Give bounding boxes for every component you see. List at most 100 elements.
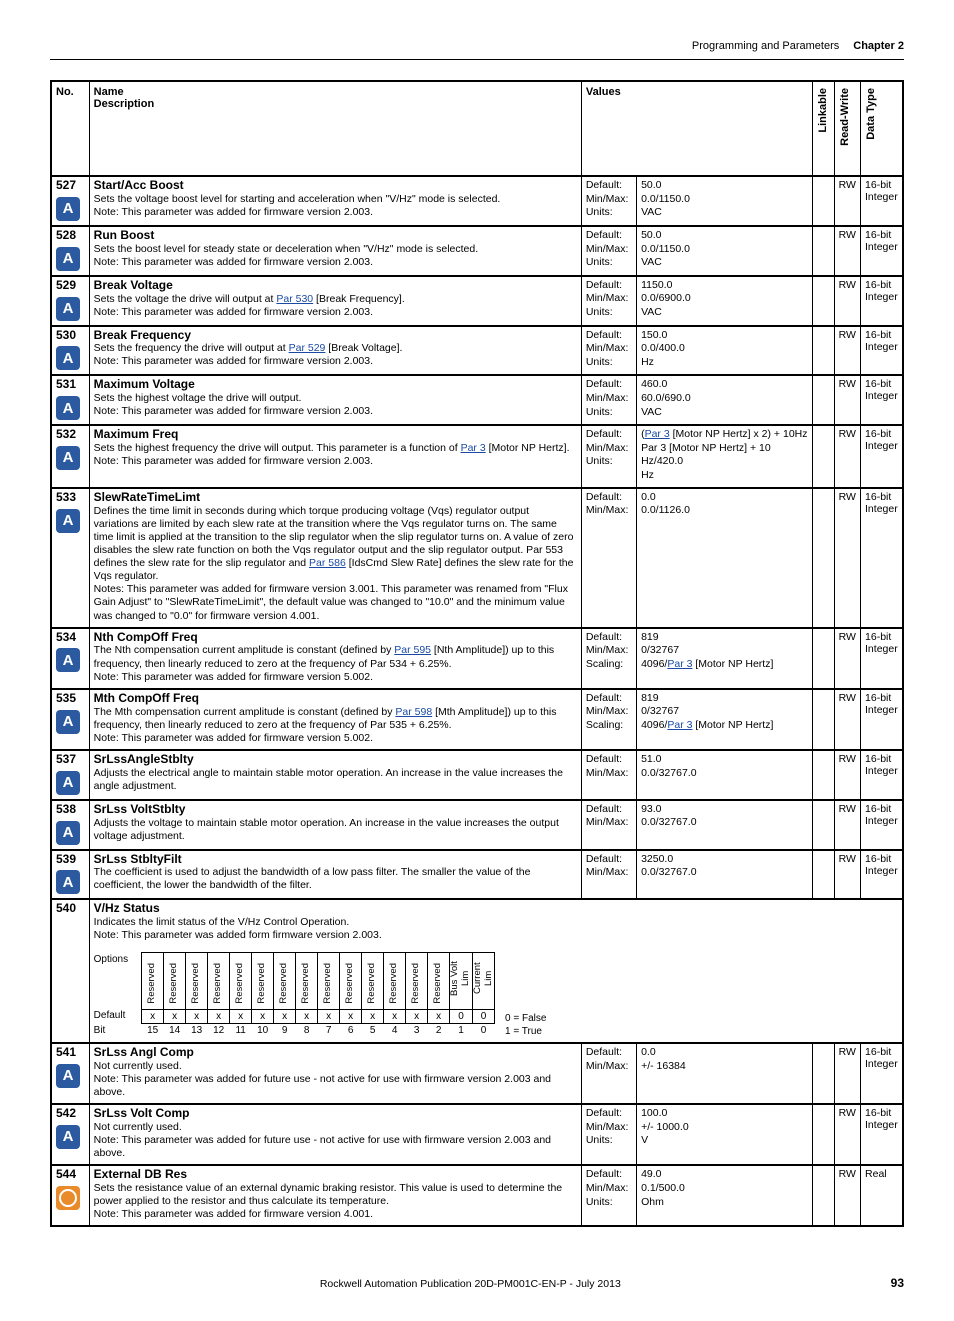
value-keys: Default:Min/Max: [581, 850, 636, 900]
linkable-cell [812, 750, 834, 800]
param-description: Indicates the limit status of the V/Hz C… [94, 916, 898, 942]
value-keys: Default:Min/Max:Units: [581, 326, 636, 376]
link-par598[interactable]: Par 598 [395, 706, 432, 718]
readwrite-cell: RW [834, 1165, 860, 1226]
param-number: 539A [51, 850, 89, 900]
param-description: Sets the highest frequency the drive wil… [94, 442, 577, 468]
advanced-icon: A [56, 197, 80, 221]
col-values: Values [581, 81, 812, 177]
footer-publication: Rockwell Automation Publication 20D-PM00… [320, 1278, 621, 1290]
bit-options-label: Options [94, 953, 142, 1010]
value-keys: Default:Min/Max: [581, 750, 636, 800]
param-desc-cell: SrLss VoltStblty Adjusts the voltage to … [89, 800, 581, 850]
advanced-icon: A [56, 396, 80, 420]
linkable-cell [812, 326, 834, 376]
advanced-icon: A [56, 247, 80, 271]
table-row: 535A Mth CompOff Freq The Mth compensatio… [51, 689, 903, 750]
advanced-icon: A [56, 648, 80, 672]
param-number: 538A [51, 800, 89, 850]
value-keys: Default:Min/Max: [581, 488, 636, 628]
linkable-cell [812, 1165, 834, 1226]
link-par3-a[interactable]: Par 3 [461, 442, 486, 454]
param-number: 528A [51, 226, 89, 276]
param-description: The Mth compensation current amplitude i… [94, 706, 577, 745]
datatype-cell: 16-bitInteger [861, 800, 903, 850]
param-description: Sets the highest voltage the drive will … [94, 392, 577, 418]
value-keys: Default:Min/Max: [581, 1043, 636, 1104]
table-row: 529ABreak Voltage Sets the voltage the d… [51, 276, 903, 326]
advanced-icon: A [56, 346, 80, 370]
linkable-cell [812, 1043, 834, 1104]
linkable-cell [812, 850, 834, 900]
link-par529[interactable]: Par 529 [289, 342, 326, 354]
link-par586[interactable]: Par 586 [309, 557, 346, 569]
readwrite-cell: RW [834, 750, 860, 800]
param-description: Sets the resistance value of an external… [94, 1182, 577, 1221]
table-row: 528ARun Boost Sets the boost level for s… [51, 226, 903, 276]
param-name: SrLss Angl Comp [94, 1046, 577, 1060]
bit-default-label: Default [94, 1009, 142, 1024]
page-header: Programming and Parameters Chapter 2 [50, 40, 904, 60]
parameter-table: No. Name Description Values Linkable Rea… [50, 80, 904, 1228]
table-row: 539ASrLss StbltyFilt The coefficient is … [51, 850, 903, 900]
param-name: SrLssAngleStblty [94, 753, 577, 767]
datatype-cell: 16-bitInteger [861, 226, 903, 276]
param-desc-cell: Run Boost Sets the boost level for stead… [89, 226, 581, 276]
table-row: 537ASrLssAngleStblty Adjusts the electri… [51, 750, 903, 800]
param-name: Start/Acc Boost [94, 179, 577, 193]
readwrite-cell: RW [834, 488, 860, 628]
param-desc-cell: SrLss StbltyFilt The coefficient is used… [89, 850, 581, 900]
linkable-cell [812, 226, 834, 276]
header-chapter: Chapter 2 [853, 40, 904, 53]
value-keys: Default:Min/Max:Units: [581, 276, 636, 326]
bit-table-wrap: OptionsReservedReservedReservedReservedR… [94, 952, 898, 1038]
link-par3-d[interactable]: Par 3 [667, 719, 692, 731]
link-par3-b[interactable]: Par 3 [645, 428, 670, 440]
linkable-cell [812, 1104, 834, 1165]
readwrite-cell: RW [834, 1104, 860, 1165]
param-name: Maximum Voltage [94, 378, 577, 392]
value-values: 8190/327674096/Par 3 [Motor NP Hertz] [637, 689, 813, 750]
param-number: 540 [51, 899, 89, 1043]
bit-bit-label: Bit [94, 1024, 142, 1038]
table-row: 538ASrLss VoltStblty Adjusts the voltage… [51, 800, 903, 850]
value-values: 3250.00.0/32767.0 [637, 850, 813, 900]
readwrite-cell: RW [834, 226, 860, 276]
value-keys: Default:Min/Max:Units: [581, 176, 636, 226]
value-values: 0.00.0/1126.0 [637, 488, 813, 628]
table-header-row: No. Name Description Values Linkable Rea… [51, 81, 903, 177]
param-number: 541A [51, 1043, 89, 1104]
readwrite-cell: RW [834, 176, 860, 226]
param-number: 533A [51, 488, 89, 628]
value-values: 50.00.0/1150.0VAC [637, 226, 813, 276]
value-values: (Par 3 [Motor NP Hertz] x 2) + 10HzPar 3… [637, 425, 813, 488]
datatype-cell: 16-bitInteger [861, 276, 903, 326]
readwrite-cell: RW [834, 850, 860, 900]
link-par530[interactable]: Par 530 [276, 293, 313, 305]
param-number: 535A [51, 689, 89, 750]
header-section: Programming and Parameters [692, 40, 839, 53]
link-par595[interactable]: Par 595 [394, 644, 431, 656]
advanced-icon: A [56, 771, 80, 795]
table-row: 544External DB Res Sets the resistance v… [51, 1165, 903, 1226]
linkable-cell [812, 276, 834, 326]
linkable-cell [812, 689, 834, 750]
param-desc-cell: SlewRateTimeLimt Defines the time limit … [89, 488, 581, 628]
param-desc-cell: External DB Res Sets the resistance valu… [89, 1165, 581, 1226]
datatype-cell: 16-bitInteger [861, 375, 903, 425]
param-description: Sets the boost level for steady state or… [94, 243, 577, 269]
param-name: Mth CompOff Freq [94, 692, 577, 706]
linkable-cell [812, 800, 834, 850]
value-keys: Default:Min/Max:Units: [581, 1104, 636, 1165]
param-number: 537A [51, 750, 89, 800]
table-row: 532AMaximum Freq Sets the highest freque… [51, 425, 903, 488]
value-values: 8190/327674096/Par 3 [Motor NP Hertz] [637, 628, 813, 689]
param-name: Break Frequency [94, 329, 577, 343]
bit-table: OptionsReservedReservedReservedReservedR… [94, 952, 495, 1038]
value-values: 50.00.0/1150.0VAC [637, 176, 813, 226]
param-number: 529A [51, 276, 89, 326]
link-par3-c[interactable]: Par 3 [667, 658, 692, 670]
value-values: 0.0+/- 16384 [637, 1043, 813, 1104]
linkable-cell [812, 425, 834, 488]
linkable-cell [812, 375, 834, 425]
